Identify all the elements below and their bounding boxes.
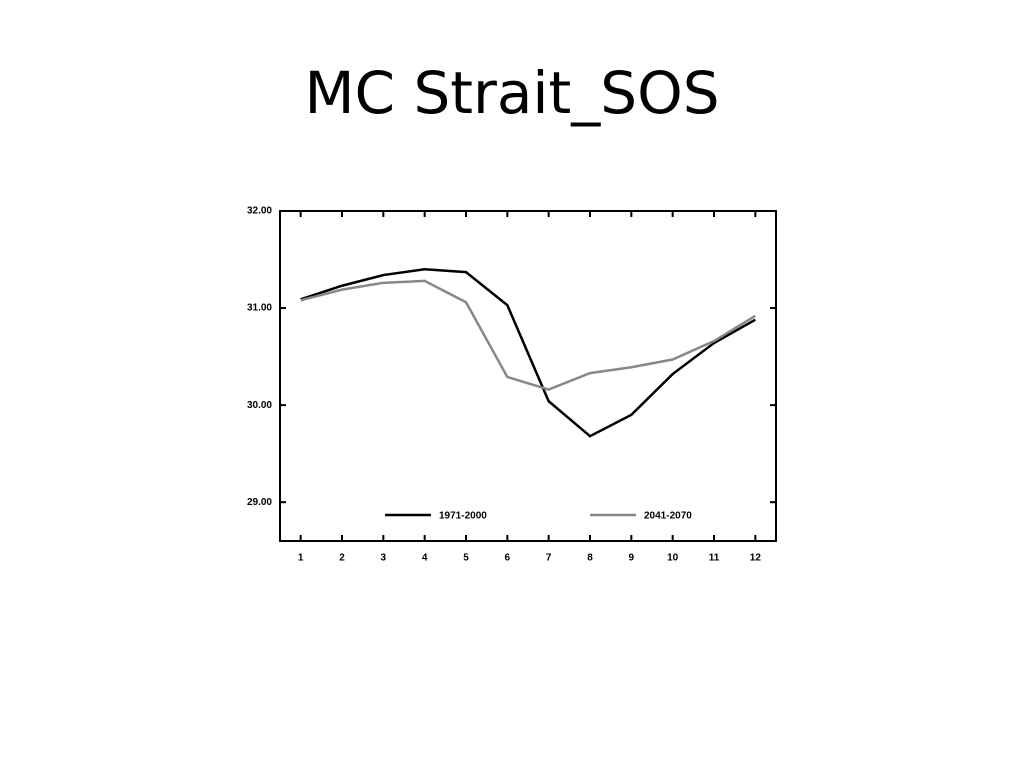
data-line	[300, 279, 756, 391]
x-tick-label: 9	[629, 553, 635, 564]
y-tick-label: 30.00	[247, 400, 272, 411]
x-tick-label: 12	[750, 553, 762, 564]
x-tick-label: 10	[667, 553, 679, 564]
plot-frame	[279, 210, 777, 542]
y-tick-label: 32.00	[247, 206, 272, 217]
data-line	[300, 267, 756, 438]
x-tick-label: 2	[339, 553, 345, 564]
x-tick-label: 4	[422, 553, 428, 564]
x-tick-label: 8	[587, 553, 593, 564]
legend-label: 1971-2000	[439, 511, 487, 522]
x-tick-label: 3	[381, 553, 387, 564]
chart-title: MC Strait_SOS	[304, 59, 719, 127]
legend-label: 2041-2070	[644, 511, 692, 522]
x-tick-label: 7	[546, 553, 552, 564]
x-tick-label: 5	[463, 553, 469, 564]
x-tick-label: 11	[709, 553, 720, 564]
y-tick-label: 31.00	[247, 303, 272, 314]
x-tick-label: 1	[298, 553, 304, 564]
y-tick-label: 29.00	[247, 497, 272, 508]
x-tick-label: 6	[505, 553, 511, 564]
